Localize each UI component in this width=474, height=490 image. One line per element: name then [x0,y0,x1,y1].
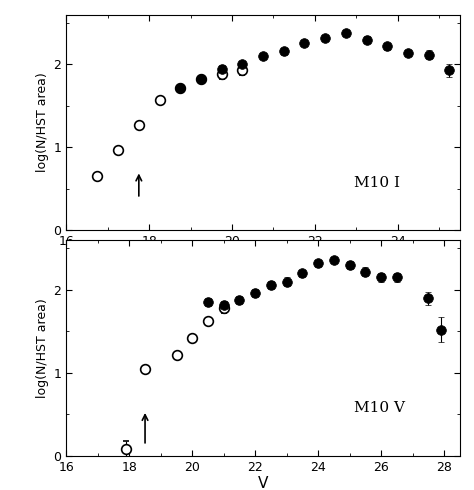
Y-axis label: log(N/HST area): log(N/HST area) [36,73,49,172]
Text: M10 I: M10 I [354,176,400,190]
Y-axis label: log(N/HST area): log(N/HST area) [36,298,49,398]
Text: M10 V: M10 V [354,401,404,415]
X-axis label: I: I [261,251,265,266]
X-axis label: V: V [258,476,268,490]
